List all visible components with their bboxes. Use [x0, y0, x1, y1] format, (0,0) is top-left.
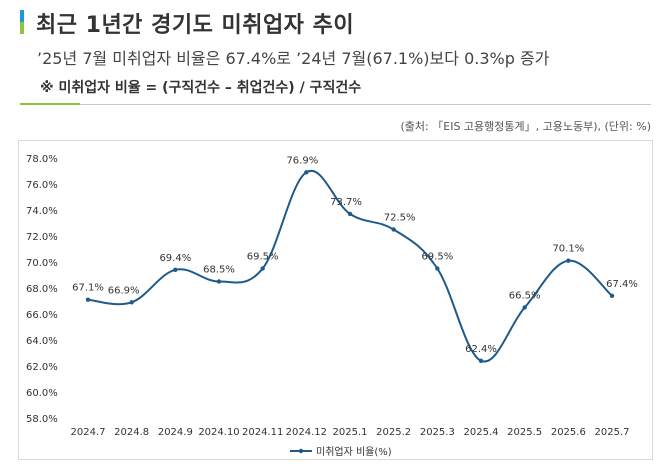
data-point [304, 170, 309, 175]
data-label: 67.1% [72, 283, 104, 294]
x-tick-label: 2025.4 [464, 427, 499, 438]
data-label: 66.9% [108, 285, 140, 296]
x-tick-label: 2025.1 [333, 427, 368, 438]
x-tick-label: 2024.10 [198, 427, 239, 438]
y-tick-label: 70.0% [26, 258, 58, 269]
y-tick-label: 68.0% [26, 284, 58, 295]
legend-label: 미취업자 비율(%) [316, 445, 392, 458]
data-point [478, 358, 484, 363]
x-tick-label: 2025.6 [551, 427, 586, 438]
title-accent-bar [20, 10, 24, 34]
y-tick-label: 60.0% [26, 388, 58, 399]
data-point [347, 211, 353, 217]
data-label: 69.4% [159, 253, 191, 264]
x-tick-label: 2025.7 [595, 427, 630, 438]
data-point [522, 305, 527, 310]
x-tick-label: 2025.2 [376, 427, 411, 438]
data-point [173, 267, 178, 272]
header-divider-accent [20, 103, 80, 105]
data-label: 68.5% [203, 265, 235, 276]
data-label: 66.5% [509, 291, 541, 302]
data-label: 67.4% [606, 279, 638, 290]
data-point [129, 300, 134, 305]
y-tick-label: 74.0% [26, 206, 58, 217]
data-point [609, 293, 615, 298]
y-tick-label: 78.0% [26, 154, 58, 165]
x-tick-label: 2025.3 [420, 427, 455, 438]
x-tick-label: 2024.12 [286, 427, 327, 438]
x-tick-label: 2025.5 [507, 427, 542, 438]
data-label: 69.5% [247, 252, 279, 263]
data-label: 70.1% [552, 244, 584, 255]
data-point [85, 297, 91, 302]
x-tick-label: 2024.7 [71, 427, 106, 438]
x-tick-label: 2024.9 [158, 427, 193, 438]
data-point [216, 279, 222, 284]
data-label: 62.4% [465, 344, 497, 355]
y-tick-label: 66.0% [26, 310, 58, 321]
data-point [566, 258, 571, 263]
x-tick-label: 2024.11 [242, 427, 283, 438]
y-tick-label: 62.0% [26, 362, 58, 373]
y-tick-label: 72.0% [26, 232, 58, 243]
legend-marker [298, 448, 304, 454]
page-title: 최근 1년간 경기도 미취업자 추이 [36, 13, 355, 38]
data-label: 76.9% [286, 155, 318, 166]
data-point [391, 227, 396, 232]
chart-frame [18, 140, 653, 460]
accent-bar-top [20, 10, 24, 22]
y-tick-label: 76.0% [26, 180, 58, 191]
header-divider [20, 104, 651, 105]
y-tick-label: 58.0% [26, 414, 58, 425]
source-note: (출처: 「EIS 고용행정통계」, 고용노동부), (단위: %) [400, 120, 651, 133]
data-label: 72.5% [384, 213, 416, 224]
data-label: 69.5% [421, 252, 453, 263]
x-tick-label: 2024.8 [114, 427, 149, 438]
data-label: 73.7% [330, 197, 362, 208]
accent-bar-bottom [20, 22, 24, 34]
data-point [435, 266, 440, 271]
page-subtitle: ’25년 7월 미취업자 비율은 67.4%로 ’24년 7월(67.1%)보다… [37, 49, 550, 68]
formula-note: ※ 미취업자 비율 = (구직건수 – 취업건수) / 구직건수 [40, 80, 362, 96]
data-point [260, 266, 265, 271]
y-tick-label: 64.0% [26, 336, 58, 347]
